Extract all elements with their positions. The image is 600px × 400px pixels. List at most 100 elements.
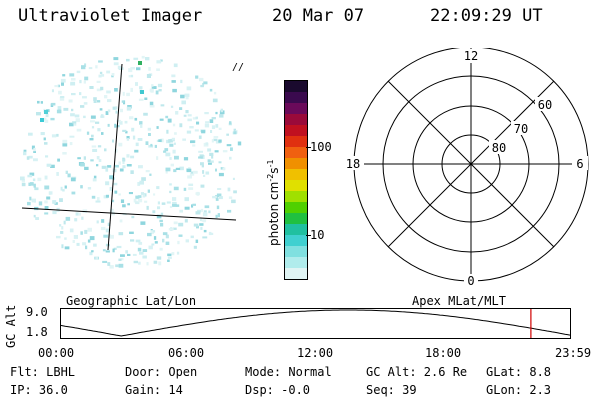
uvi-speckle — [137, 182, 141, 186]
uvi-speckle — [141, 55, 145, 59]
uvi-speckle — [146, 262, 149, 266]
lat-label-60: 60 — [538, 98, 552, 112]
uvi-speckle — [57, 158, 60, 162]
uvi-speckle — [156, 126, 159, 129]
uvi-speckle — [75, 212, 79, 216]
uvi-speckle — [44, 175, 48, 180]
uvi-speckle — [105, 181, 110, 186]
uvi-speckle — [219, 110, 225, 115]
uvi-speckle — [137, 247, 142, 252]
uvi-speckle — [74, 114, 80, 118]
uvi-speckle — [159, 247, 163, 251]
uvi-speckle — [154, 144, 157, 148]
uvi-speckle — [70, 177, 76, 182]
uvi-speckle — [202, 212, 208, 217]
uvi-speckle — [124, 120, 128, 124]
colorbar-tick-mark-10 — [306, 235, 311, 236]
uvi-speckle — [190, 140, 195, 144]
uvi-speckle — [215, 111, 218, 115]
uvi-speckle — [144, 200, 148, 203]
uvi-speckle — [46, 163, 52, 167]
uvi-speckle — [171, 80, 176, 83]
uvi-speckle — [208, 210, 211, 214]
uvi-speckle — [183, 114, 187, 117]
uvi-speckle — [109, 208, 114, 213]
uvi-speckle — [111, 73, 115, 76]
uvi-speckle — [38, 201, 43, 206]
uvi-speckle — [185, 110, 189, 114]
uvi-speckle — [60, 231, 64, 234]
time-tick-1800: 18:00 — [425, 346, 462, 360]
uvi-speckle — [130, 155, 135, 159]
uvi-speckle — [193, 223, 199, 227]
uvi-speckle — [76, 128, 82, 132]
uvi-speckle — [89, 236, 95, 241]
uvi-speckle — [107, 99, 112, 103]
uvi-speckle — [158, 261, 162, 266]
uvi-speckle — [64, 246, 70, 250]
uvi-speckle — [195, 116, 198, 119]
uvi-speckle — [228, 196, 233, 199]
uvi-speckle — [33, 158, 38, 162]
uvi-speckle — [167, 118, 172, 123]
uvi-speckle — [75, 118, 80, 123]
uvi-speckle — [117, 65, 122, 70]
uvi-speckle — [62, 152, 67, 155]
uvi-speckle — [208, 162, 212, 165]
uvi-speckle — [125, 130, 128, 134]
uvi-speckle — [114, 88, 118, 92]
uvi-speckle — [222, 150, 228, 153]
uvi-speckle — [28, 155, 33, 159]
uvi-speckle — [113, 247, 117, 250]
uvi-speckle — [185, 95, 189, 100]
uvi-speckle — [153, 236, 157, 240]
uvi-speckle — [44, 119, 49, 123]
uvi-speckle — [33, 183, 36, 188]
uvi-bright-pixel — [140, 90, 144, 94]
uvi-speckle — [109, 175, 114, 180]
uvi-speckle — [218, 139, 222, 143]
uvi-speckle — [217, 213, 220, 218]
uvi-speckle — [33, 147, 36, 152]
uvi-speckle — [63, 220, 66, 225]
colorbar-stripe — [285, 103, 307, 114]
uvi-speckle — [237, 141, 242, 146]
uvi-speckle — [69, 135, 75, 138]
uvi-speckle — [198, 150, 203, 153]
uvi-speckle — [149, 88, 154, 92]
uvi-speckle — [201, 130, 206, 134]
uvi-speckle — [112, 139, 114, 143]
uvi-speckle — [169, 190, 172, 194]
uvi-speckle — [127, 203, 130, 206]
uvi-speckle — [93, 243, 97, 247]
uvi-speckle — [200, 226, 203, 230]
uvi-speckle — [129, 116, 134, 120]
uvi-speckle — [122, 161, 125, 164]
uvi-speckle — [186, 130, 192, 134]
time-label: 22:09:29 UT — [430, 6, 543, 26]
ip-info: IP: 36.0 — [10, 383, 68, 397]
uvi-speckle — [210, 130, 213, 133]
uvi-speckle — [125, 250, 128, 254]
door-info: Door: Open — [125, 365, 198, 379]
uvi-speckle — [62, 74, 66, 77]
uvi-speckle — [205, 142, 209, 146]
uvi-speckle — [180, 94, 185, 99]
uvi-speckle — [113, 62, 119, 66]
time-tick-0000: 00:00 — [38, 346, 75, 360]
uvi-speckle — [165, 170, 168, 174]
uvi-speckle — [68, 99, 73, 103]
uvi-speckle — [95, 256, 99, 260]
uvi-speckle — [149, 101, 154, 106]
uvi-speckle — [226, 133, 229, 136]
uvi-speckle — [114, 123, 117, 128]
uvi-speckle — [148, 133, 151, 136]
uvi-speckle — [164, 148, 169, 152]
uvi-speckle — [205, 121, 209, 124]
uvi-speckle — [84, 166, 89, 170]
uvi-speckle — [92, 148, 98, 152]
uvi-speckle — [140, 124, 143, 128]
timeline-frame — [60, 308, 571, 339]
uvi-speckle — [147, 189, 150, 193]
uvi-speckle — [171, 74, 176, 78]
